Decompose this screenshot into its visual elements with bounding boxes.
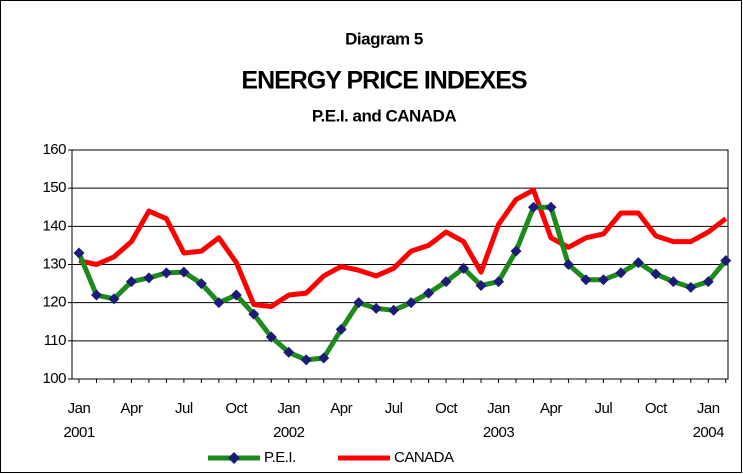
x-tick-label: Oct: [225, 400, 248, 417]
legend-label: CANADA: [394, 449, 454, 466]
x-year-label: 2004: [693, 424, 725, 441]
marker: [545, 201, 557, 213]
chart-label: Diagram 5: [345, 29, 423, 48]
marker: [423, 287, 435, 299]
marker: [195, 278, 207, 290]
marker: [230, 289, 242, 301]
x-tick-label: Apr: [540, 400, 562, 417]
y-tick-label: 110: [44, 332, 67, 349]
marker: [597, 274, 609, 286]
marker: [213, 297, 225, 309]
marker: [73, 247, 85, 259]
marker: [143, 272, 155, 284]
x-tick-label: Jan: [277, 400, 300, 417]
marker: [702, 276, 714, 288]
x-year-label: 2002: [273, 424, 305, 441]
marker: [353, 297, 365, 309]
y-tick-label: 160: [42, 141, 66, 158]
marker: [685, 281, 697, 293]
marker: [667, 276, 679, 288]
x-tick-label: Jan: [697, 400, 720, 417]
marker: [335, 323, 347, 335]
x-tick-label: Oct: [645, 400, 668, 417]
marker: [388, 304, 400, 316]
marker: [562, 259, 574, 270]
x-tick-label: Jul: [385, 400, 403, 417]
marker: [178, 266, 190, 278]
marker: [527, 201, 539, 213]
y-tick-label: 100: [42, 370, 66, 387]
marker: [108, 293, 120, 305]
marker: [458, 262, 470, 274]
x-tick-label: Apr: [121, 400, 143, 417]
x-year-label: 2003: [483, 424, 515, 441]
marker: [580, 274, 592, 286]
x-tick-label: Jan: [487, 400, 510, 417]
y-tick-label: 120: [42, 294, 66, 311]
marker: [632, 257, 644, 269]
y-tick-label: 130: [42, 255, 66, 272]
x-tick-label: Jul: [175, 400, 193, 417]
marker: [318, 352, 330, 364]
marker: [248, 308, 260, 320]
marker: [440, 276, 452, 288]
legend-label: P.E.I.: [264, 449, 296, 466]
marker: [283, 346, 295, 358]
marker: [650, 268, 662, 280]
chart-subtitle: P.E.I. and CANADA: [312, 106, 456, 125]
y-tick-label: 140: [42, 217, 66, 234]
legend-marker: [228, 452, 240, 464]
marker: [125, 276, 137, 288]
y-tick-label: 150: [42, 179, 66, 196]
x-tick-label: Jan: [68, 400, 91, 417]
series-line: [78, 187, 728, 309]
chart-title: ENERGY PRICE INDEXES: [241, 67, 527, 95]
marker: [90, 289, 102, 301]
x-tick-label: Jul: [595, 400, 613, 417]
marker: [510, 245, 522, 257]
marker: [615, 267, 627, 279]
marker: [160, 267, 172, 279]
x-year-label: 2001: [63, 424, 95, 441]
x-tick-label: Oct: [435, 400, 458, 417]
marker: [475, 279, 487, 291]
marker: [300, 354, 312, 366]
marker: [370, 302, 382, 314]
marker: [493, 276, 505, 288]
x-tick-label: Apr: [330, 400, 352, 417]
marker: [720, 255, 732, 267]
marker: [405, 297, 417, 309]
marker: [265, 331, 277, 343]
